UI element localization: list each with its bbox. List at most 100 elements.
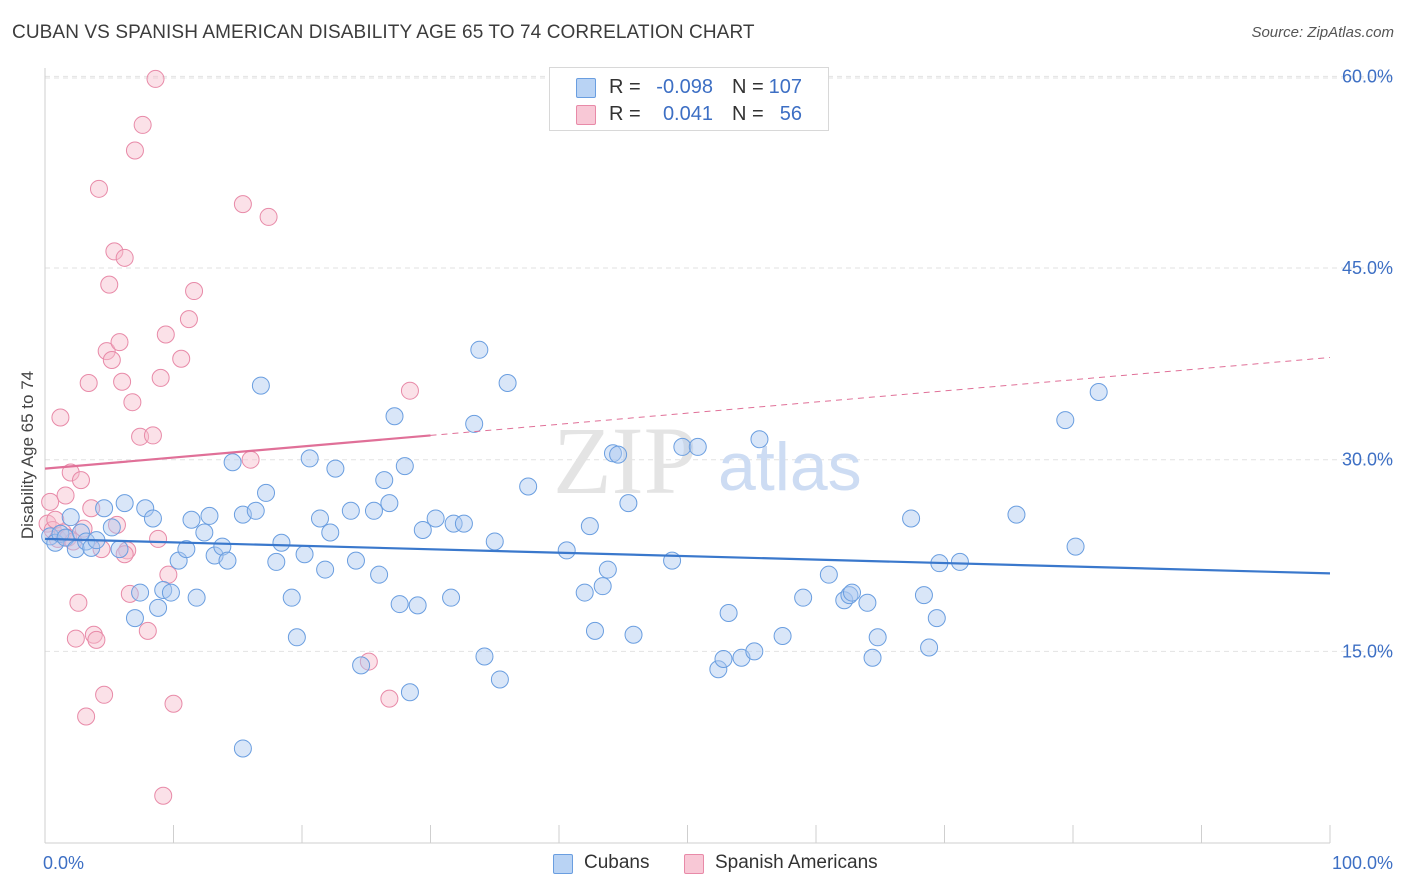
spanish-americans-point (179, 310, 198, 329)
spanish-americans-point (400, 381, 419, 400)
cubans-point (519, 477, 538, 496)
spanish-americans-point (151, 368, 170, 387)
cubans-point (177, 540, 196, 559)
spanish-americans-point (172, 349, 191, 368)
cubans-point (819, 565, 838, 584)
n-label: N = (732, 103, 764, 125)
cubans-point (714, 650, 733, 669)
spanish-americans-point (105, 242, 124, 261)
cubans-point (115, 494, 134, 513)
cubans-trend-line (44, 537, 1331, 575)
cubans-point (485, 532, 504, 551)
spanish-americans-point (110, 333, 129, 352)
cubans-point (131, 583, 150, 602)
spanish-americans-point (259, 207, 278, 226)
spanish-americans-point (156, 325, 175, 344)
grid-lines (45, 75, 1395, 652)
cubans-point (408, 596, 427, 615)
cubans-point (125, 609, 144, 628)
y-tick-label: 45.0% (1342, 258, 1393, 278)
spanish-americans-point (241, 450, 260, 469)
cubans-point (575, 583, 594, 602)
cubans-point (673, 437, 692, 456)
cubans-point (182, 510, 201, 529)
tick-labels: 15.0% 30.0% 45.0% 60.0% 0.0% 100.0% (43, 66, 1393, 873)
cubans-point (624, 625, 643, 644)
x-tick-label: 100.0% (1332, 853, 1393, 873)
spanish-americans-point (51, 408, 70, 427)
cubans-point (835, 591, 854, 610)
spanish-americans-point (164, 694, 183, 713)
spanish-americans-point (100, 275, 119, 294)
spanish-americans-point (159, 565, 178, 584)
cubans-point (914, 586, 933, 605)
cubans-point (719, 604, 738, 623)
spanish-americans-point (87, 630, 106, 649)
spanish-americans-point (380, 689, 399, 708)
spanish-americans-point (233, 195, 252, 214)
spanish-americans-point (82, 499, 101, 518)
cubans-point (950, 552, 969, 571)
r-label: R = (609, 76, 641, 98)
spanish-americans-swatch (576, 105, 596, 125)
cubans-point (341, 501, 360, 520)
y-tick-label: 15.0% (1342, 641, 1393, 661)
cubans-point (195, 523, 214, 542)
cubans-point (470, 340, 489, 359)
watermark: ZIP atlas (553, 407, 862, 514)
cubans-point (316, 560, 335, 579)
cubans-point (272, 533, 291, 552)
cubans-point (745, 642, 764, 661)
cubans-point (868, 628, 887, 647)
cubans-point (593, 577, 612, 596)
cubans-point (444, 514, 463, 533)
spanish-americans-legend-swatch (684, 854, 704, 874)
spanish-americans-point (89, 179, 108, 198)
spanish-americans-point (97, 342, 116, 361)
watermark-atlas: atlas (718, 429, 862, 505)
legend-item-cubans: Cubans (584, 852, 650, 873)
cubans-point (580, 517, 599, 536)
spanish-americans-point (66, 629, 85, 648)
n-label: N = (732, 76, 764, 98)
cubans-point (161, 583, 180, 602)
spanish-americans-point (115, 248, 134, 267)
n-value: 56 (779, 103, 802, 125)
y-tick-label: 30.0% (1342, 450, 1393, 470)
spanish-americans-point (185, 282, 204, 301)
cubans-point (102, 518, 121, 537)
r-label: R = (609, 103, 641, 125)
cubans-point (321, 523, 340, 542)
cubans-point (251, 376, 270, 395)
cubans-point (395, 457, 414, 476)
spanish-americans-point (69, 593, 88, 612)
cubans-point (442, 588, 461, 607)
cubans-point (475, 647, 494, 666)
spanish-americans-point (133, 115, 152, 134)
cubans-point (598, 560, 617, 579)
cubans-point (213, 537, 232, 556)
cubans-point (233, 739, 252, 758)
spanish-americans-point (95, 685, 114, 704)
cubans-point (842, 583, 861, 602)
r-value: 0.041 (662, 103, 713, 125)
cubans-point (346, 551, 365, 570)
n-value: 107 (768, 76, 802, 98)
cubans-point (1089, 382, 1108, 401)
cubans-point (840, 586, 859, 605)
cubans-point (246, 501, 265, 520)
spanish-americans-point (115, 545, 134, 564)
cubans-point (426, 509, 445, 528)
cubans-point (490, 670, 509, 689)
spanish-americans-point (77, 707, 96, 726)
series-legend: Cubans Spanish Americans (0, 852, 1406, 878)
cubans-point (609, 445, 628, 464)
legend-row-cubans: R = -0.098 N = 107 (550, 74, 828, 100)
x-tick-label: 0.0% (43, 853, 84, 873)
spanish-americans-point (113, 372, 132, 391)
spanish-americans-point (149, 529, 168, 548)
cubans-point (326, 459, 345, 478)
spanish-americans-point (123, 393, 142, 412)
spanish-americans-trend-line (44, 434, 431, 470)
